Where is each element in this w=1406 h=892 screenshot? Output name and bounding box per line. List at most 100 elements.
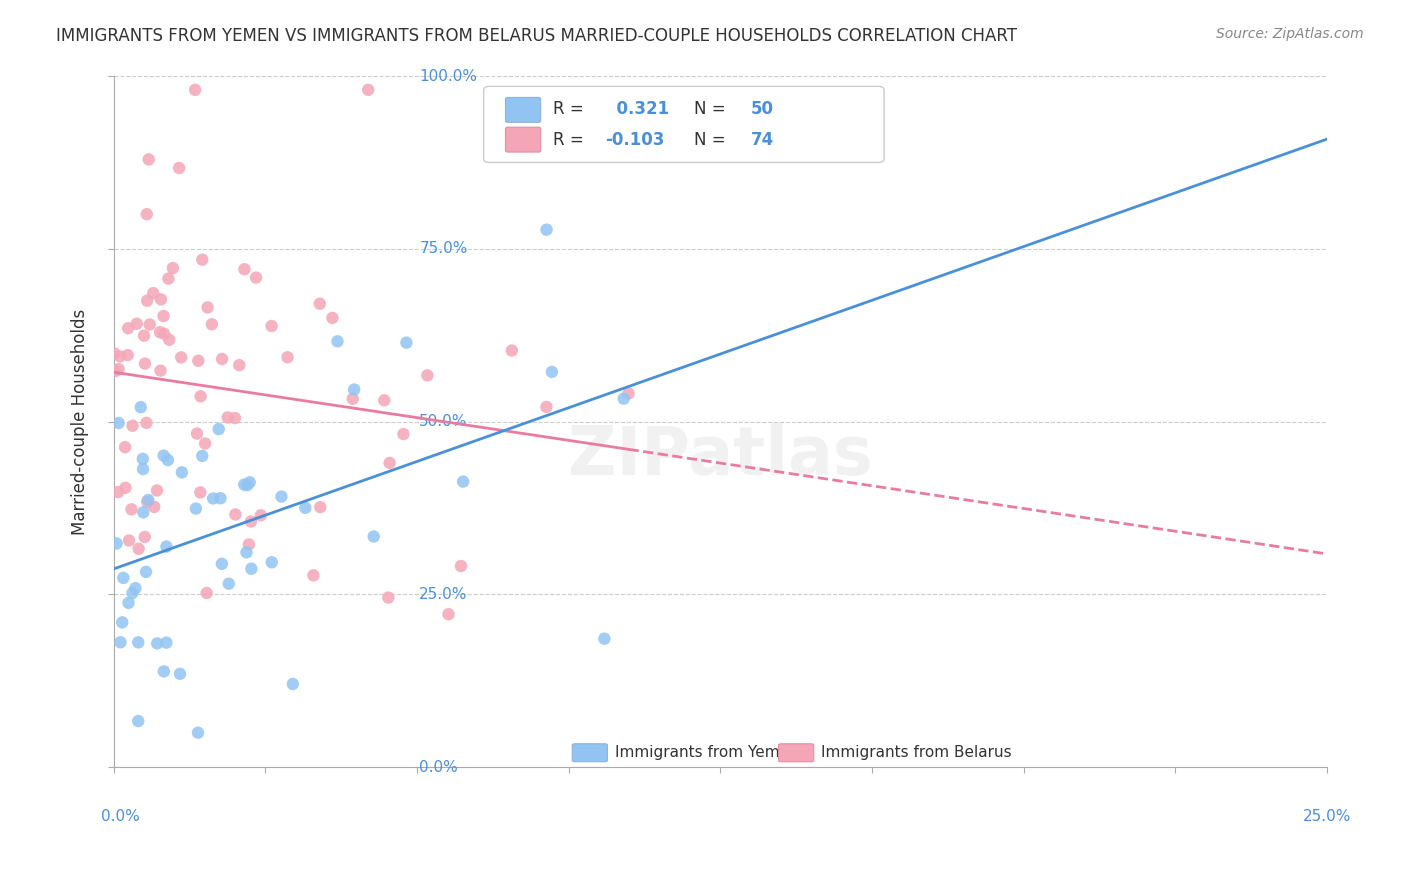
Immigrants from Belarus — [239, 515, 262, 529]
Immigrants from Yemen — [294, 500, 316, 515]
Immigrants from Belarus — [136, 293, 159, 308]
Immigrants from Belarus — [233, 262, 256, 277]
Immigrants from Belarus — [132, 328, 155, 343]
Immigrants from Yemen — [170, 466, 193, 480]
Immigrants from Yemen — [153, 665, 176, 679]
Immigrants from Yemen — [613, 392, 636, 406]
Immigrants from Belarus — [245, 270, 267, 285]
Immigrants from Belarus — [149, 325, 172, 339]
Immigrants from Belarus — [536, 400, 558, 414]
Immigrants from Yemen — [146, 636, 169, 650]
Immigrants from Belarus — [184, 83, 207, 97]
Immigrants from Yemen — [110, 635, 132, 649]
Immigrants from Yemen — [202, 491, 225, 506]
Immigrants from Yemen — [260, 555, 283, 569]
Immigrants from Belarus — [121, 502, 143, 516]
Immigrants from Yemen — [240, 562, 263, 576]
Immigrants from Yemen — [127, 635, 149, 649]
Immigrants from Yemen — [233, 477, 256, 491]
Immigrants from Belarus — [228, 358, 250, 372]
Immigrants from Yemen — [184, 501, 207, 516]
Immigrants from Belarus — [321, 310, 343, 325]
Immigrants from Belarus — [190, 389, 212, 403]
Immigrants from Belarus — [149, 293, 172, 307]
Immigrants from Yemen — [107, 416, 129, 430]
Immigrants from Yemen — [112, 571, 135, 585]
Immigrants from Yemen — [343, 383, 366, 397]
Immigrants from Yemen — [132, 505, 155, 519]
Immigrants from Belarus — [135, 207, 157, 221]
Immigrants from Belarus — [146, 483, 169, 498]
Immigrants from Belarus — [217, 410, 239, 425]
Y-axis label: Married-couple Households: Married-couple Households — [72, 309, 89, 535]
Immigrants from Yemen — [218, 576, 240, 591]
Immigrants from Belarus — [157, 271, 180, 285]
Immigrants from Belarus — [197, 301, 219, 315]
Immigrants from Yemen — [191, 449, 214, 463]
Immigrants from Belarus — [277, 351, 299, 365]
Text: Immigrants from Yemen: Immigrants from Yemen — [614, 745, 799, 760]
Immigrants from Belarus — [302, 568, 325, 582]
Immigrants from Belarus — [378, 456, 401, 470]
Immigrants from Belarus — [152, 309, 174, 323]
Immigrants from Yemen — [451, 475, 474, 489]
Immigrants from Belarus — [167, 161, 190, 175]
Immigrants from Yemen — [152, 449, 174, 463]
Immigrants from Yemen — [363, 530, 385, 544]
Immigrants from Belarus — [162, 261, 184, 276]
Immigrants from Belarus — [117, 321, 139, 335]
Immigrants from Belarus — [309, 500, 332, 515]
Immigrants from Belarus — [107, 362, 129, 376]
Immigrants from Belarus — [114, 481, 136, 495]
Immigrants from Yemen — [124, 581, 146, 595]
Immigrants from Yemen — [239, 475, 262, 490]
Immigrants from Belarus — [138, 153, 160, 167]
Immigrants from Belarus — [308, 297, 330, 311]
Immigrants from Belarus — [128, 541, 150, 556]
Immigrants from Belarus — [201, 318, 224, 332]
Immigrants from Belarus — [191, 252, 214, 267]
Immigrants from Belarus — [450, 559, 472, 574]
FancyBboxPatch shape — [779, 744, 814, 762]
Text: 100.0%: 100.0% — [419, 69, 478, 84]
Immigrants from Yemen — [169, 666, 191, 681]
Immigrants from Yemen — [135, 565, 157, 579]
Immigrants from Yemen — [593, 632, 616, 646]
Immigrants from Belarus — [149, 363, 172, 377]
Immigrants from Yemen — [132, 451, 155, 466]
Immigrants from Yemen — [117, 596, 139, 610]
Immigrants from Yemen — [136, 493, 159, 508]
Immigrants from Yemen — [541, 365, 564, 379]
Text: IMMIGRANTS FROM YEMEN VS IMMIGRANTS FROM BELARUS MARRIED-COUPLE HOUSEHOLDS CORRE: IMMIGRANTS FROM YEMEN VS IMMIGRANTS FROM… — [56, 27, 1017, 45]
Immigrants from Belarus — [260, 318, 283, 333]
Immigrants from Yemen — [211, 557, 233, 571]
Immigrants from Belarus — [134, 530, 156, 544]
Immigrants from Yemen — [236, 478, 259, 492]
Immigrants from Yemen — [326, 334, 349, 349]
Immigrants from Belarus — [211, 351, 233, 366]
Immigrants from Belarus — [195, 586, 218, 600]
Text: R =: R = — [553, 100, 589, 119]
Immigrants from Belarus — [194, 436, 217, 450]
Immigrants from Belarus — [187, 353, 209, 368]
Immigrants from Belarus — [103, 346, 125, 360]
Immigrants from Belarus — [153, 326, 176, 341]
Immigrants from Belarus — [107, 485, 129, 500]
Immigrants from Belarus — [501, 343, 523, 358]
Immigrants from Belarus — [224, 508, 246, 522]
Immigrants from Belarus — [157, 333, 180, 347]
Text: N =: N = — [693, 130, 731, 149]
FancyBboxPatch shape — [506, 128, 541, 152]
Immigrants from Belarus — [224, 411, 246, 425]
FancyBboxPatch shape — [506, 97, 541, 122]
FancyBboxPatch shape — [484, 87, 884, 162]
Immigrants from Yemen — [156, 453, 179, 467]
Immigrants from Belarus — [117, 348, 139, 362]
Immigrants from Belarus — [142, 286, 165, 301]
Immigrants from Belarus — [416, 368, 439, 383]
Immigrants from Belarus — [108, 350, 131, 364]
Immigrants from Yemen — [127, 714, 149, 728]
Immigrants from Belarus — [135, 416, 157, 430]
FancyBboxPatch shape — [572, 744, 607, 762]
Immigrants from Belarus — [114, 440, 136, 454]
